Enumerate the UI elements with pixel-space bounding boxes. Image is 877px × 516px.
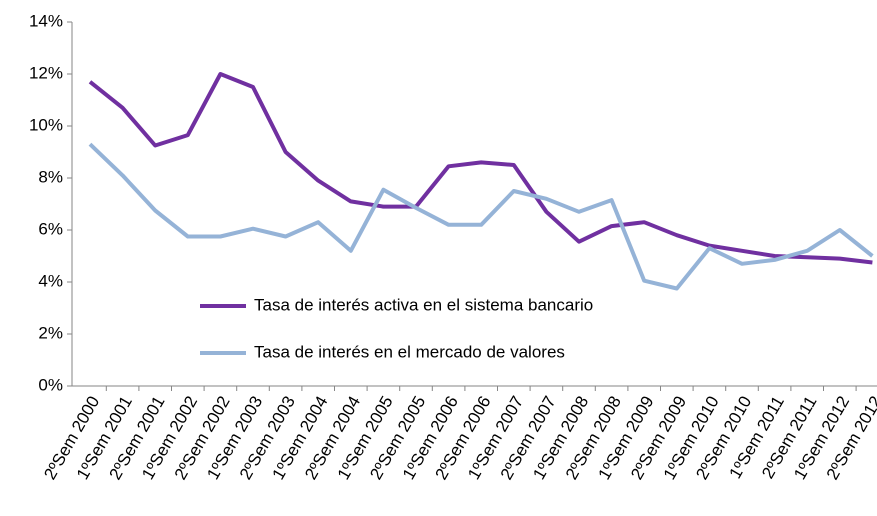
y-tick-label: 8% (38, 167, 63, 186)
y-tick-label: 10% (29, 115, 63, 134)
y-tick-label: 2% (38, 323, 63, 342)
y-tick-label: 12% (29, 63, 63, 82)
line-series (88, 142, 874, 291)
y-tick-label: 14% (29, 11, 63, 30)
y-tick-label: 0% (38, 375, 63, 394)
legend-label: Tasa de interés en el mercado de valores (254, 342, 565, 361)
y-tick-label: 4% (38, 271, 63, 290)
legend-label: Tasa de interés activa en el sistema ban… (254, 295, 593, 314)
line-series (88, 72, 873, 265)
y-tick-label: 6% (38, 219, 63, 238)
